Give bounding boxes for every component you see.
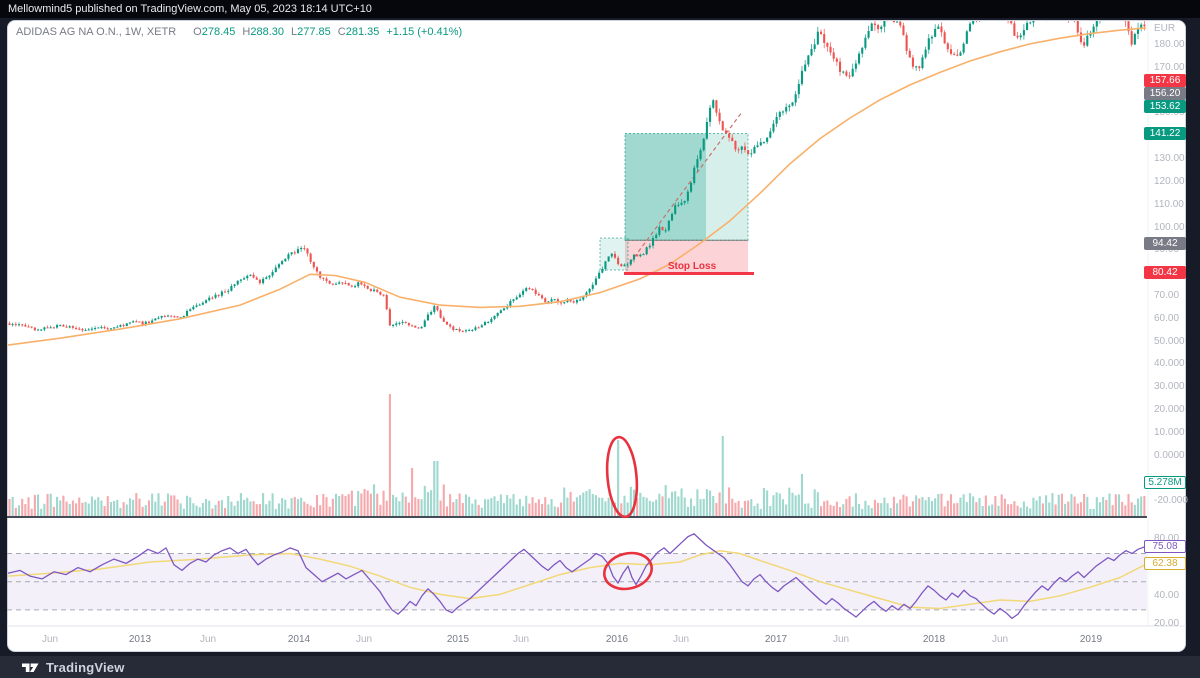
price-badge-94.42: 94.42 [1144,237,1186,250]
volume-series [8,394,1146,516]
close-label: C [337,26,346,38]
rsi-tick-40.00: 40.00 [1154,589,1180,601]
time-label-Jun-681: Jun [672,634,690,645]
time-label-2017-776: 2017 [764,634,788,645]
close-value: 281.35 [345,26,380,38]
time-label-2015-458: 2015 [446,634,470,645]
drawing-layer [599,111,749,274]
price-tick-180.00: 180.00 [1154,39,1185,50]
tradingview-logo-icon[interactable] [22,661,39,674]
time-label-Jun-521: Jun [512,634,530,645]
high-value: 288.30 [250,26,284,38]
trend-dashed-line [629,111,743,264]
time-label-Jun-208: Jun [199,634,217,645]
time-label-Jun-364: Jun [355,634,373,645]
footer-bar: TradingView [0,656,1200,678]
price-tick--20.000: -20.000 [1154,495,1188,507]
ma-line [7,27,1147,346]
time-label-2019-1091: 2019 [1079,634,1103,645]
value-badge-62.38: 62.38 [1144,557,1186,570]
volume-spike-circle [605,435,639,519]
price-tick-50.000: 50.000 [1154,335,1185,347]
change-value: +1.15 (+0.41%) [386,26,463,38]
price-tick-10.000: 10.000 [1154,426,1185,438]
price-tick-40.000: 40.000 [1154,358,1185,370]
stop-loss-label: Stop Loss [667,261,717,272]
price-badge-153.62: 153.62 [1144,100,1186,113]
rsi-line [7,533,1147,620]
value-badge-5.278M: 5.278M [1144,476,1186,489]
price-badge-80.42: 80.42 [1144,266,1186,279]
attribution-text: Mellowmind5 published on TradingView.com… [8,3,372,15]
price-badge-157.66: 157.66 [1144,74,1186,87]
value-badge-75.08: 75.08 [1144,540,1186,553]
tradingview-brand[interactable]: TradingView [46,659,125,675]
open-label: O [193,26,202,38]
time-label-2018-934: 2018 [922,634,946,645]
price-tick-130.00: 130.00 [1154,153,1185,165]
price-tick-70.00: 70.00 [1154,290,1180,302]
time-label-2013-140: 2013 [128,634,152,645]
price-tick-170.00: 170.00 [1154,61,1185,73]
open-value: 278.45 [201,26,236,38]
price-axis-currency: EUR [1154,23,1176,34]
time-label-Jun-841: Jun [832,634,850,645]
time-label-Jun-1000: Jun [991,634,1009,645]
rsi-pane [7,533,1147,620]
low-label: L [290,26,298,38]
price-tick-60.00: 60.00 [1154,312,1180,324]
price-tick-120.00: 120.00 [1154,175,1185,187]
price-tick-0.0000: 0.0000 [1154,449,1185,461]
attribution-bar: Mellowmind5 published on TradingView.com… [0,0,1200,18]
long-position-border [624,132,749,241]
price-badge-141.22: 141.22 [1144,127,1186,140]
price-badge-156.20: 156.20 [1144,87,1186,100]
price-tick-20.000: 20.000 [1154,404,1185,416]
price-tick-30.000: 30.000 [1154,381,1185,393]
time-label-Jun-50: Jun [41,634,59,645]
price-tick-100.00: 100.00 [1154,221,1185,233]
time-label-2014-299: 2014 [287,634,311,645]
candlestick-series [8,21,1146,333]
time-label-2016-617: 2016 [605,634,629,645]
symbol-ohlc-header: ADIDAS AG NA O.N., 1W, XETR O278.45 H288.3… [16,26,462,38]
long-position-profit-zone [625,133,706,241]
rsi-tick-80.00: 80.00 [1154,533,1180,545]
chart-card[interactable] [7,20,1186,652]
low-value: 277.85 [297,26,331,38]
rsi-tick-20.00: 20.00 [1154,618,1180,629]
price-tick-110.00: 110.00 [1154,198,1184,210]
long-position-loss-zone [625,240,748,274]
rsi-dip-circle [603,551,653,591]
symbol-title: ADIDAS AG NA O.N., 1W, XETR [16,26,177,38]
high-label: H [242,26,251,38]
